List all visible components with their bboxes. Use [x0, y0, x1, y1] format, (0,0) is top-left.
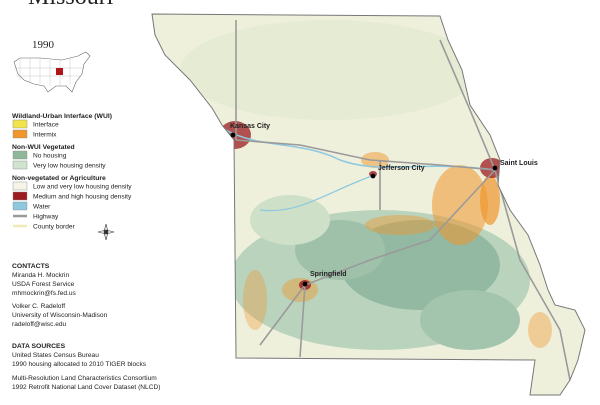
legend-label: No housing: [33, 153, 67, 160]
contact-line: Miranda H. Mockrin: [12, 272, 69, 279]
section-heading: CONTACTS: [12, 263, 50, 270]
compass: [97, 223, 115, 241]
contacts: CONTACTS Miranda H. Mockrin USDA Forest Se…: [12, 263, 108, 328]
source-line: 1990 housing allocated to 2010 TIGER blo…: [12, 361, 147, 368]
legend-label: Water: [33, 204, 51, 211]
inset-map: [13, 51, 91, 93]
legend-label: Very low housing density: [33, 163, 106, 170]
contact-line: University of Wisconsin-Madison: [12, 312, 108, 319]
inset-highlight: [56, 68, 63, 75]
city-label: Springfield: [310, 271, 347, 278]
contact-line: radeloff@wisc.edu: [12, 321, 67, 328]
legend-heading: Non-WUI Vegetated: [12, 144, 75, 151]
legend-label: Low and very low housing density: [33, 184, 132, 191]
legend-swatch: [12, 191, 28, 201]
city-dot: [302, 281, 308, 287]
legend-swatch: [12, 119, 28, 129]
data-sources: DATA SOURCES United States Census Bureau 1…: [12, 343, 160, 391]
legend-label: Highway: [33, 214, 59, 221]
source-line: United States Census Bureau: [12, 352, 99, 359]
contact-line: Volker C. Radeloff: [12, 303, 65, 310]
state-map: [151, 13, 586, 396]
city-dot: [230, 132, 236, 138]
legend-label: Interface: [33, 122, 59, 129]
source-line: 1992 Retrofit National Land Cover Datase…: [12, 384, 160, 391]
legend-swatch: [12, 129, 28, 139]
legend-heading: Wildland-Urban Interface (WUI): [12, 113, 112, 120]
legend-label: Intermix: [33, 132, 57, 139]
section-heading: DATA SOURCES: [12, 343, 66, 350]
source-line: Multi-Resolution Land Characteristics Co…: [12, 375, 157, 382]
city-label: Saint Louis: [500, 160, 538, 167]
cities: Kansas City Jefferson City Saint Louis S…: [230, 123, 538, 287]
city-dot: [492, 165, 498, 171]
contact-line: USDA Forest Service: [12, 281, 75, 288]
legend-swatch: [12, 181, 28, 191]
city-dot: [370, 173, 376, 179]
legend-label: Medium and high housing density: [33, 194, 132, 201]
legend: Wildland-Urban Interface (WUI) Interface I…: [12, 113, 132, 231]
contact-line: mhmockrin@fs.fed.us: [12, 290, 77, 297]
city-label: Jefferson City: [378, 165, 425, 172]
map-subtitle: 1990: [32, 39, 55, 51]
city-label: Kansas City: [230, 123, 270, 130]
legend-swatch: [12, 150, 28, 160]
legend-label: County border: [33, 224, 76, 231]
legend-swatch: [12, 201, 28, 211]
map-title: Missouri: [28, 0, 114, 10]
legend-heading: Non-vegetated or Agriculture: [12, 175, 106, 182]
legend-swatch: [12, 160, 28, 170]
